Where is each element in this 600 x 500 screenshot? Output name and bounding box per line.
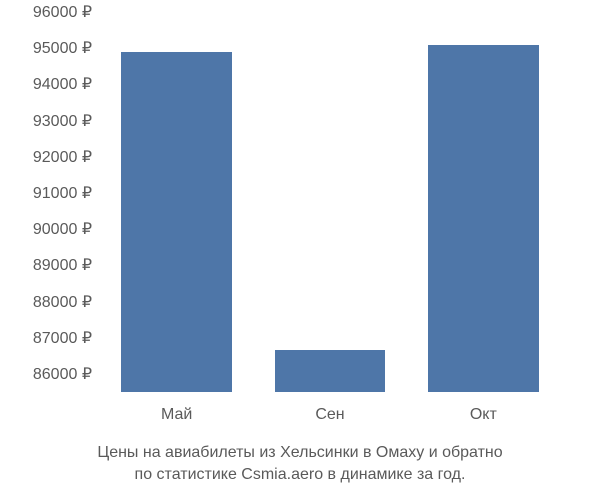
- x-tick-label: Окт: [470, 406, 497, 424]
- y-tick-label: 91000 ₽: [33, 183, 92, 203]
- y-tick-label: 89000 ₽: [33, 255, 92, 275]
- y-tick-label: 86000 ₽: [33, 364, 92, 384]
- y-tick-label: 96000 ₽: [33, 2, 92, 22]
- y-tick-label: 90000 ₽: [33, 219, 92, 239]
- y-tick-label: 94000 ₽: [33, 74, 92, 94]
- bar: [121, 52, 231, 392]
- x-tick-label: Май: [161, 406, 192, 424]
- plot-area: 86000 ₽87000 ₽88000 ₽89000 ₽90000 ₽91000…: [100, 12, 560, 392]
- y-tick-label: 95000 ₽: [33, 38, 92, 58]
- y-tick-label: 93000 ₽: [33, 111, 92, 131]
- price-chart: 86000 ₽ 87000 ₽ 88000 ₽ 89000 ₽ 90000 ₽ 91000…: [0, 0, 600, 500]
- y-tick-label: 87000 ₽: [33, 328, 92, 348]
- chart-caption: Цены на авиабилеты из Хельсинки в Омаху …: [0, 442, 600, 485]
- bar: [275, 350, 385, 392]
- bar: [428, 45, 538, 392]
- caption-line-1: Цены на авиабилеты из Хельсинки в Омаху …: [0, 442, 600, 464]
- x-tick-label: Сен: [315, 406, 344, 424]
- caption-line-2: по статистике Csmia.aero в динамике за г…: [0, 464, 600, 486]
- y-tick-label: 92000 ₽: [33, 147, 92, 167]
- y-tick-label: 88000 ₽: [33, 292, 92, 312]
